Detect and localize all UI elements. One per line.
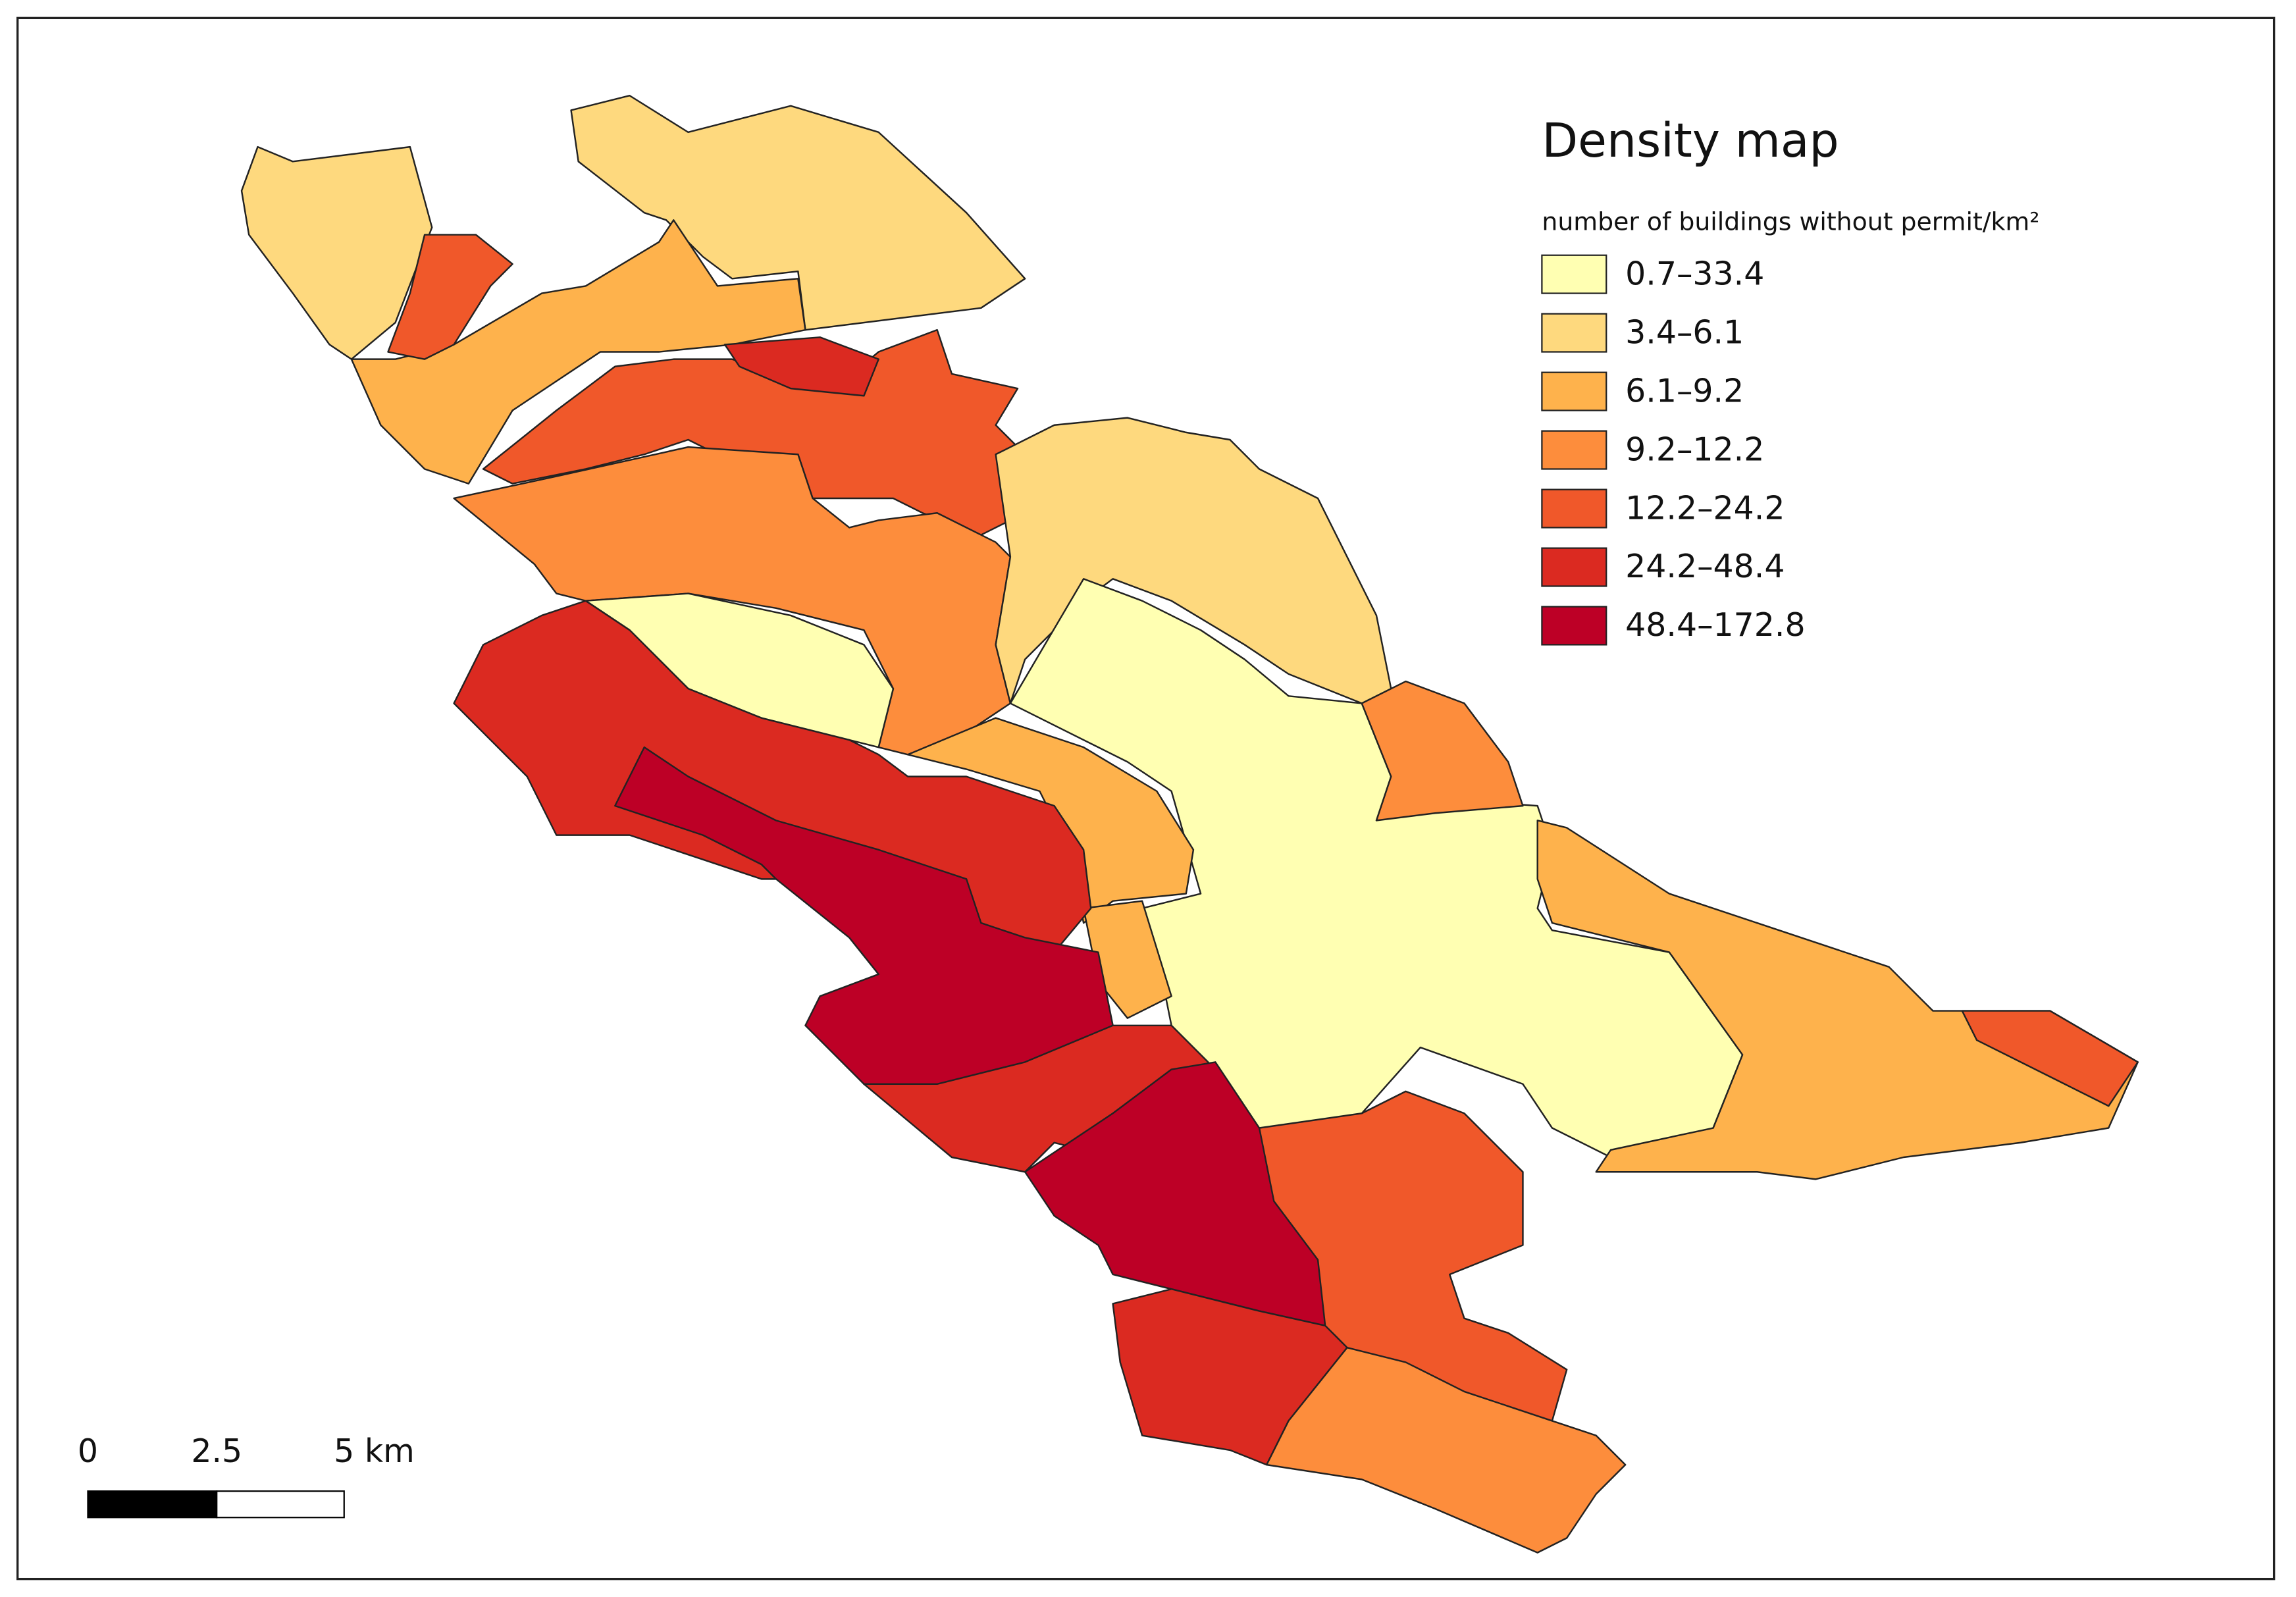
scale-label: 0: [78, 1432, 98, 1470]
legend-label: 24.2–48.4: [1625, 548, 1785, 585]
legend-swatch: [1541, 313, 1607, 353]
legend: 0.7–33.4 3.4–6.1 6.1–9.2 9.2–12.2 12.2–24.2 2…: [1541, 254, 1806, 646]
district: [240, 145, 433, 360]
legend-label: 0.7–33.4: [1625, 255, 1764, 292]
district: [1961, 1010, 2139, 1107]
district: [1361, 680, 1524, 822]
legend-swatch: [1541, 254, 1607, 294]
legend-swatch: [1541, 547, 1607, 587]
legend-label: 3.4–6.1: [1625, 313, 1744, 351]
district: [350, 219, 806, 484]
district: [723, 336, 879, 397]
legend-swatch: [1541, 488, 1607, 529]
scale-label: 2.5: [191, 1432, 242, 1470]
legend-swatch: [1541, 430, 1607, 470]
legend-label: 6.1–9.2: [1625, 372, 1744, 409]
legend-swatch: [1541, 606, 1607, 646]
scale-bar: 0 2.5 5 km: [78, 1432, 415, 1519]
map-title: Density map: [1542, 113, 1839, 168]
district: [1265, 1346, 1627, 1554]
legend-label: 48.4–172.8: [1625, 606, 1805, 644]
scale-segment: [216, 1490, 345, 1519]
scale-segment: [87, 1490, 218, 1519]
district: [1536, 820, 2139, 1180]
district: [906, 717, 1195, 924]
districts: [240, 95, 2139, 1554]
legend-swatch: [1541, 371, 1607, 411]
legend-label: 12.2–24.2: [1625, 489, 1785, 527]
legend-label: 9.2–12.2: [1625, 431, 1764, 468]
legend-title: number of buildings without permit/km²: [1542, 207, 2039, 236]
district: [387, 234, 513, 360]
scale-label: 5 km: [334, 1432, 415, 1470]
district: [570, 95, 1026, 331]
district: [453, 600, 1092, 953]
